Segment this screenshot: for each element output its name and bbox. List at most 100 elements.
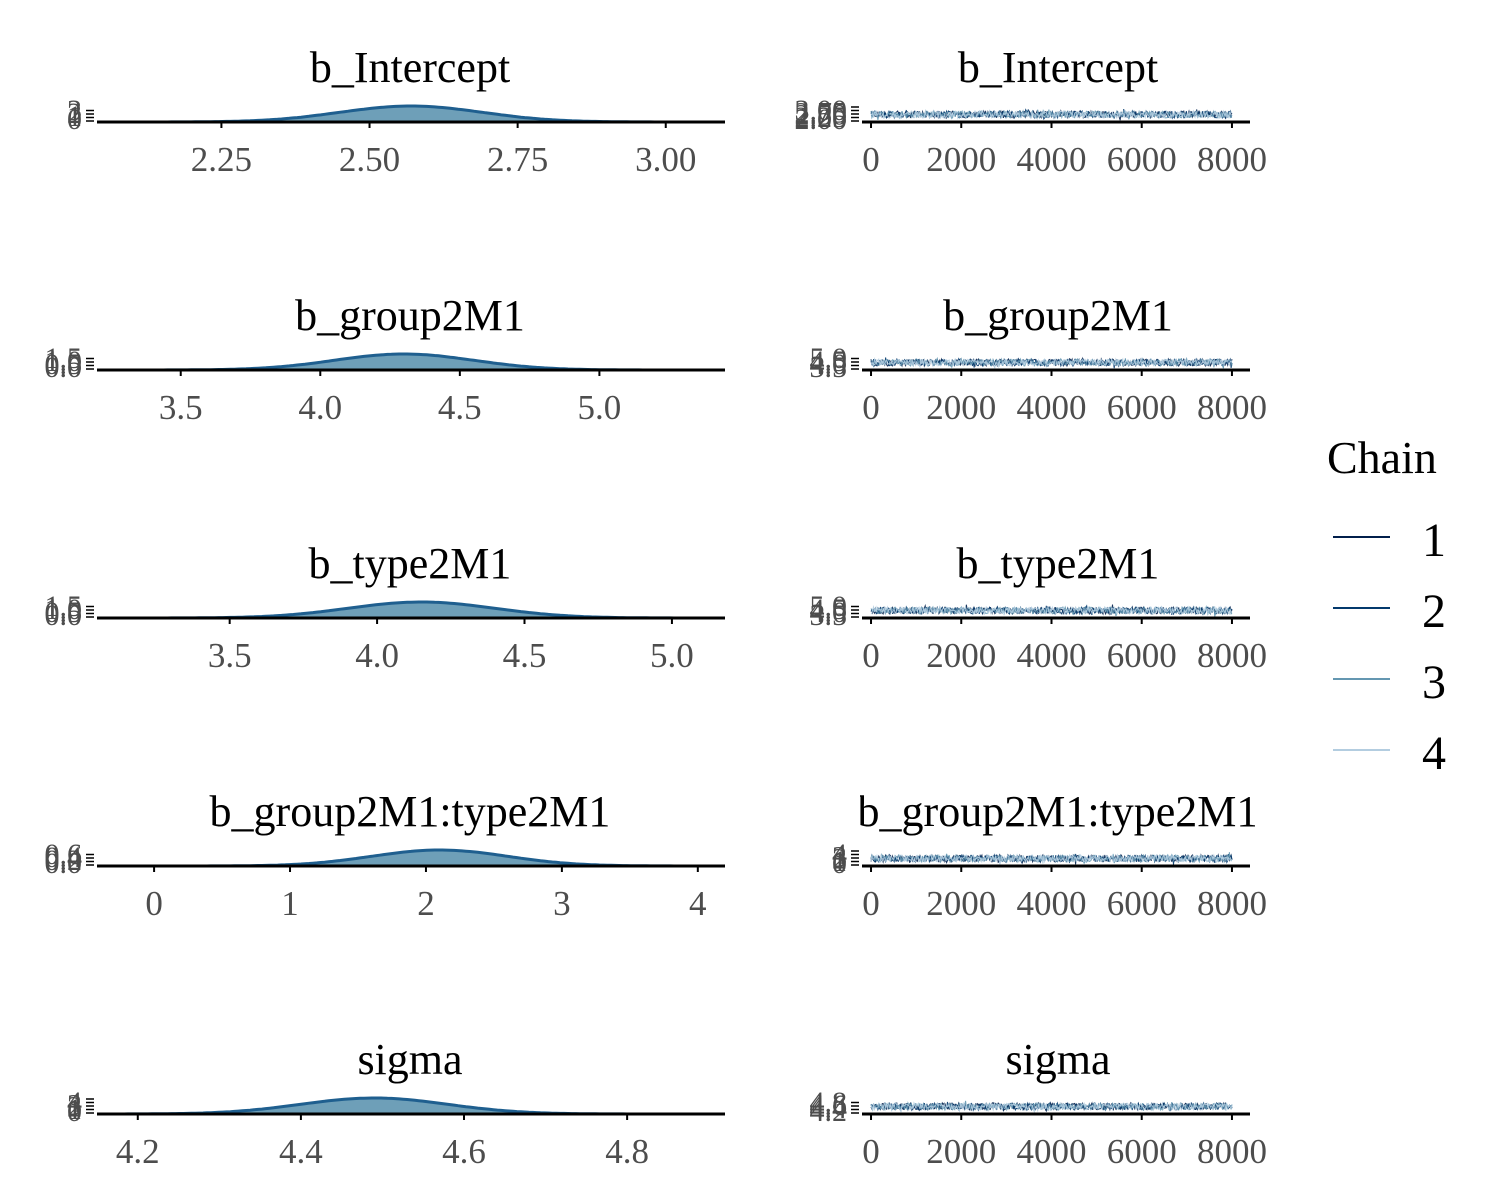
x-tick-label: 3.5	[159, 388, 203, 427]
chain-legend: Chain 1 2 3 4	[1327, 432, 1446, 780]
panel-title: b_Intercept	[310, 43, 510, 92]
x-tick-label: 2000	[926, 636, 996, 675]
panel-title: b_group2M1	[295, 291, 525, 340]
trace-line-chain-4	[870, 853, 1233, 865]
y-tick-label: 2.00	[795, 103, 848, 136]
y-tick-label: 1.0	[45, 593, 83, 626]
y-tick-label: 2.75	[795, 96, 848, 129]
x-tick-label: 3.00	[635, 140, 696, 179]
x-tick-label: 3.5	[208, 636, 252, 675]
y-tick-label: 5.0	[810, 590, 848, 623]
y-tick-label: 1.0	[45, 345, 83, 378]
x-tick-label: 4000	[1017, 1132, 1087, 1171]
y-tick-label: 0	[67, 1095, 82, 1128]
x-tick-label: 5.0	[650, 636, 694, 675]
y-tick-label: 1	[67, 1093, 82, 1126]
x-tick-label: 4000	[1017, 388, 1087, 427]
x-tick-label: 8000	[1197, 884, 1267, 923]
panel-title: b_type2M1	[957, 539, 1160, 588]
trace-line-chain-4	[870, 109, 1233, 120]
y-tick-label: 3.5	[810, 351, 848, 384]
y-tick-label: 0	[67, 103, 82, 136]
y-tick-label: 0.0	[45, 599, 83, 632]
y-tick-label: 0.0	[45, 847, 83, 880]
trace-line-chain-3	[870, 1100, 1233, 1112]
x-tick-label: 2000	[926, 388, 996, 427]
x-tick-label: 0	[862, 1132, 880, 1171]
panel-title: b_Intercept	[958, 43, 1158, 92]
x-tick-label: 4.6	[442, 1132, 486, 1171]
y-tick-label: 2	[67, 97, 82, 130]
y-tick-label: 1.5	[45, 590, 83, 623]
x-tick-label: 8000	[1197, 140, 1267, 179]
trace-line-chain-4	[870, 357, 1233, 370]
x-tick-label: 2.50	[339, 140, 400, 179]
legend-title: Chain	[1327, 432, 1437, 483]
legend-label-chain-4: 4	[1422, 727, 1446, 780]
y-tick-label: 0.5	[45, 596, 83, 629]
panel-title: b_group2M1:type2M1	[858, 787, 1259, 836]
panel-title: sigma	[357, 1035, 462, 1084]
x-tick-label: 4.0	[355, 636, 399, 675]
y-tick-label: 4.2	[810, 1095, 848, 1128]
y-tick-label: 1	[832, 845, 847, 878]
x-tick-label: 3	[553, 884, 571, 923]
legend-label-chain-3: 3	[1422, 656, 1446, 709]
x-tick-label: 4000	[1017, 140, 1087, 179]
panel-title: sigma	[1005, 1035, 1110, 1084]
x-tick-label: 4000	[1017, 884, 1087, 923]
x-tick-label: 2.25	[191, 140, 252, 179]
x-tick-label: 0	[145, 884, 163, 923]
y-tick-label: 4.0	[810, 596, 848, 629]
trace-b-group2m1-panel: b_group2M1 3.54.04.55.0 0 2000 4000 6000 8000	[810, 291, 1268, 427]
y-tick-label: 4.5	[810, 593, 848, 626]
y-tick-label: 3	[832, 840, 847, 873]
x-tick-label: 0	[862, 636, 880, 675]
y-tick-label: 4	[67, 1086, 82, 1119]
y-tick-label: 4.4	[810, 1092, 848, 1125]
x-tick-label: 2	[417, 884, 435, 923]
x-tick-label: 5.0	[578, 388, 622, 427]
y-tick-label: 5.0	[810, 342, 848, 375]
y-tick-label: 1.5	[45, 342, 83, 375]
y-tick-label: 4.6	[810, 1089, 848, 1122]
x-tick-label: 0	[862, 140, 880, 179]
y-tick-label: 0.5	[45, 348, 83, 381]
x-tick-label: 0	[862, 388, 880, 427]
x-tick-label: 2000	[926, 884, 996, 923]
legend-label-chain-1: 1	[1422, 514, 1446, 567]
y-tick-label: 0.2	[45, 844, 83, 877]
trace-b-intercept-panel: b_Intercept 2.002.252.502.753.00 0 2000 4000…	[795, 43, 1268, 179]
x-tick-label: 2000	[926, 1132, 996, 1171]
x-tick-label: 6000	[1107, 636, 1177, 675]
y-tick-label: 4	[832, 838, 847, 871]
y-tick-label: 3.5	[810, 599, 848, 632]
x-tick-label: 2000	[926, 140, 996, 179]
density-b-group2m1-type2m1-panel: b_group2M1:type2M1 0.00.20.40.6 0 1 2 3 4	[45, 787, 725, 923]
x-tick-label: 4.4	[279, 1132, 323, 1171]
x-tick-label: 2.75	[487, 140, 548, 179]
x-tick-label: 4	[689, 884, 707, 923]
y-tick-label: 4.8	[810, 1086, 848, 1119]
trace-line-chain-4	[870, 604, 1233, 616]
density-b-type2m1-panel: b_type2M1 0.00.51.01.5 3.5 4.0 4.5 5.0	[45, 539, 725, 675]
x-tick-label: 6000	[1107, 1132, 1177, 1171]
density-area	[97, 602, 725, 618]
x-tick-label: 6000	[1107, 140, 1177, 179]
density-area	[97, 850, 725, 866]
trace-line-chain-4	[870, 1101, 1233, 1114]
legend-label-chain-2: 2	[1422, 585, 1446, 638]
trace-b-type2m1-panel: b_type2M1 3.54.04.55.0 0 2000 4000 6000 8000	[810, 539, 1268, 675]
y-tick-label: 2	[832, 843, 847, 876]
panel-title: b_type2M1	[309, 539, 512, 588]
y-tick-label: 1	[67, 100, 82, 133]
y-tick-label: 3	[67, 1088, 82, 1121]
y-tick-label: 4.0	[810, 348, 848, 381]
density-b-group2m1-panel: b_group2M1 0.00.51.01.5 3.5 4.0 4.5 5.0	[45, 291, 725, 427]
y-tick-label: 0.6	[45, 838, 83, 871]
